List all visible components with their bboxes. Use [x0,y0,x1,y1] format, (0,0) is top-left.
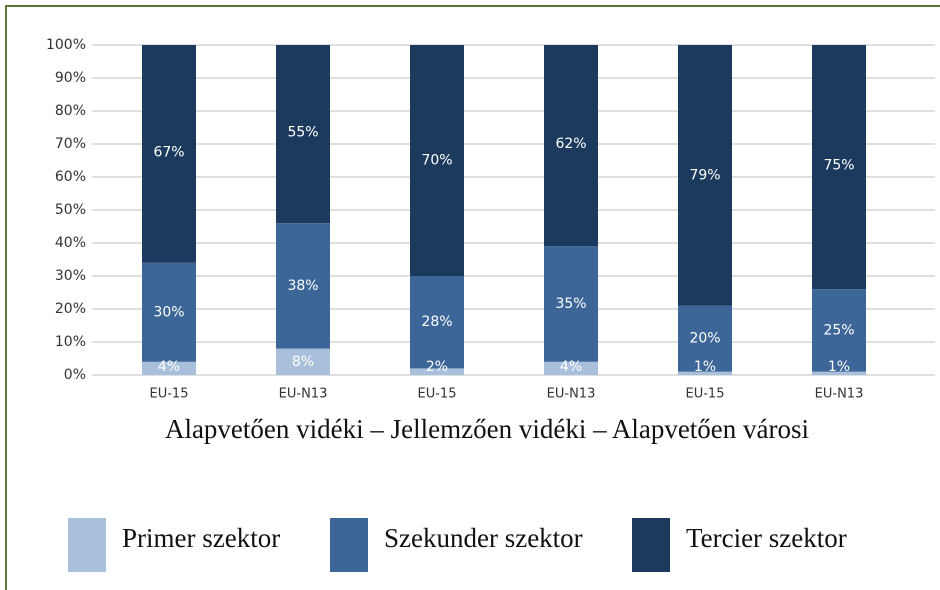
value-label: 1% [694,359,716,375]
y-tick-label: 0% [64,367,86,383]
y-tick-label: 60% [55,169,86,185]
y-tick-label: 70% [55,136,86,152]
value-label: 8% [292,354,314,370]
value-label: 1% [828,359,850,375]
bar-segment [812,45,866,290]
bar-segment [410,45,464,276]
bar-segment [678,371,732,375]
value-label: 79% [689,167,720,183]
labels: 0% 10% 20% 30% 40% 50% 60% 70% 80% 90% 100% EU-15 4%… [46,37,863,402]
y-tick-label: 30% [55,268,86,284]
legend-label: Primer szektor [122,523,280,553]
bar-segment [276,348,330,375]
y-tick-label: 80% [55,103,86,119]
y-tick-label: 100% [46,37,86,53]
bar-segment [544,361,598,375]
bar-segment [544,246,598,362]
value-label: 38% [287,278,318,294]
value-label: 62% [555,136,586,152]
legend-label: Szekunder szektor [384,523,583,553]
grid [92,44,935,376]
value-label: 55% [287,124,318,140]
bar-segment [544,45,598,247]
value-label: 28% [421,314,452,330]
value-label: 2% [426,359,448,375]
y-tick-label: 90% [55,70,86,86]
x-tick-label: EU-15 [686,387,725,402]
bar-segment [142,262,196,362]
legend-swatch [632,518,670,572]
value-label: 25% [823,322,854,338]
x-tick-label: EU-N13 [279,387,328,402]
x-tick-label: EU-N13 [815,387,864,402]
value-label: 75% [823,157,854,173]
x-tick-label: EU-N13 [547,387,596,402]
bar-segment [142,361,196,375]
value-label: 30% [153,304,184,320]
bar-segment [410,368,464,375]
value-label: 67% [153,144,184,160]
y-tick-label: 20% [55,301,86,317]
bar-segment [812,371,866,375]
y-tick-label: 40% [55,235,86,251]
value-label: 20% [689,331,720,347]
x-tick-label: EU-15 [418,387,457,402]
value-label: 4% [560,359,582,375]
value-label: 70% [421,153,452,169]
bars [142,45,866,375]
value-label: 4% [158,359,180,375]
bar-segment [678,305,732,372]
bar-segment [678,45,732,306]
x-tick-label: EU-15 [150,387,189,402]
x-axis-label: Alapvetően vidéki – Jellemzően vidéki – … [165,414,809,444]
value-label: 35% [555,296,586,312]
bar-segment [142,45,196,263]
y-tick-label: 10% [55,334,86,350]
bar-segment [812,289,866,372]
legend-swatch [68,518,106,572]
bar-segment [276,223,330,349]
bar-segment [276,45,330,224]
legend-swatch [330,518,368,572]
y-tick-label: 50% [55,202,86,218]
frame [5,5,940,590]
bar-segment [410,276,464,369]
legend-label: Tercier szektor [686,523,847,553]
